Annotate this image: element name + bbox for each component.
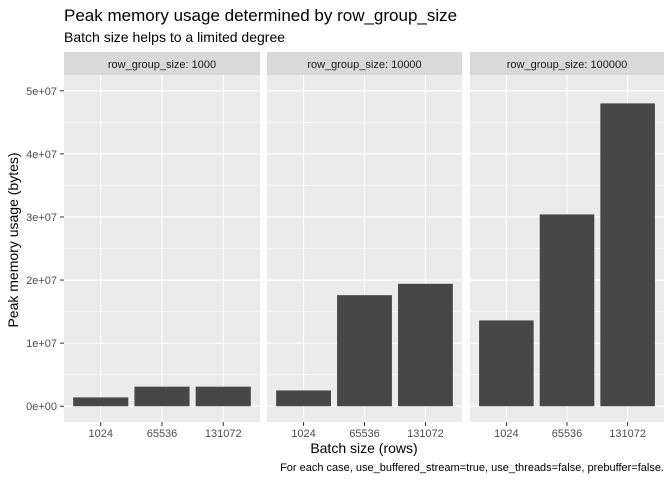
y-tick-label: 3e+07 [26, 212, 57, 224]
y-tick-label: 4e+07 [26, 149, 57, 161]
facet-label: row_group_size: 100000 [507, 59, 627, 71]
bar [73, 397, 129, 407]
facet-panel: row_group_size: 100000 [470, 52, 664, 422]
facet-strip [64, 52, 260, 75]
y-axis: 0e+00 1e+07 2e+07 3e+07 4e+07 5e+07 [26, 86, 64, 413]
x-tick-label: 1024 [291, 428, 315, 440]
x-axis: 1024 65536 131072 1024 65536 131072 1024 65536 1… [89, 422, 646, 440]
bar [600, 103, 655, 407]
bar [539, 214, 595, 407]
x-tick-label: 65536 [147, 428, 178, 440]
x-tick-label: 65536 [552, 428, 583, 440]
facet-panels: row_group_size: 1000 row_group_size: 1000… [64, 52, 664, 422]
facet-label: row_group_size: 1000 [108, 59, 216, 71]
bar [134, 386, 190, 407]
x-tick-label: 1024 [494, 428, 518, 440]
x-tick-label: 131072 [609, 428, 646, 440]
bar [479, 320, 534, 407]
y-tick-label: 1e+07 [26, 338, 57, 350]
y-tick-label: 0e+00 [26, 401, 57, 413]
chart-title: Peak memory usage determined by row_grou… [64, 6, 457, 25]
x-tick-label: 1024 [89, 428, 113, 440]
chart-caption: For each case, use_buffered_stream=true,… [280, 462, 664, 474]
y-axis-title: Peak memory usage (bytes) [5, 152, 21, 327]
chart-subtitle: Batch size helps to a limited degree [64, 29, 285, 45]
x-axis-title: Batch size (rows) [310, 440, 417, 456]
bar [398, 283, 453, 407]
x-tick-label: 65536 [349, 428, 380, 440]
facet-panel: row_group_size: 10000 [267, 52, 462, 422]
bar [337, 295, 392, 407]
x-tick-label: 131072 [205, 428, 242, 440]
x-tick-label: 131072 [407, 428, 444, 440]
facet-strip [470, 52, 664, 75]
facet-strip [267, 52, 462, 75]
facet-label: row_group_size: 10000 [307, 59, 421, 71]
y-tick-label: 2e+07 [26, 275, 57, 287]
bar [195, 386, 251, 407]
facet-panel: row_group_size: 1000 [64, 52, 260, 422]
bar [276, 390, 331, 407]
y-tick-label: 5e+07 [26, 86, 57, 98]
